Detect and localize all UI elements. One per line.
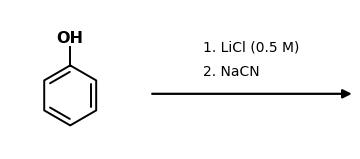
Text: 1. LiCl (0.5 M): 1. LiCl (0.5 M): [203, 41, 300, 55]
Text: 2. NaCN: 2. NaCN: [203, 65, 260, 79]
Text: OH: OH: [57, 31, 84, 46]
